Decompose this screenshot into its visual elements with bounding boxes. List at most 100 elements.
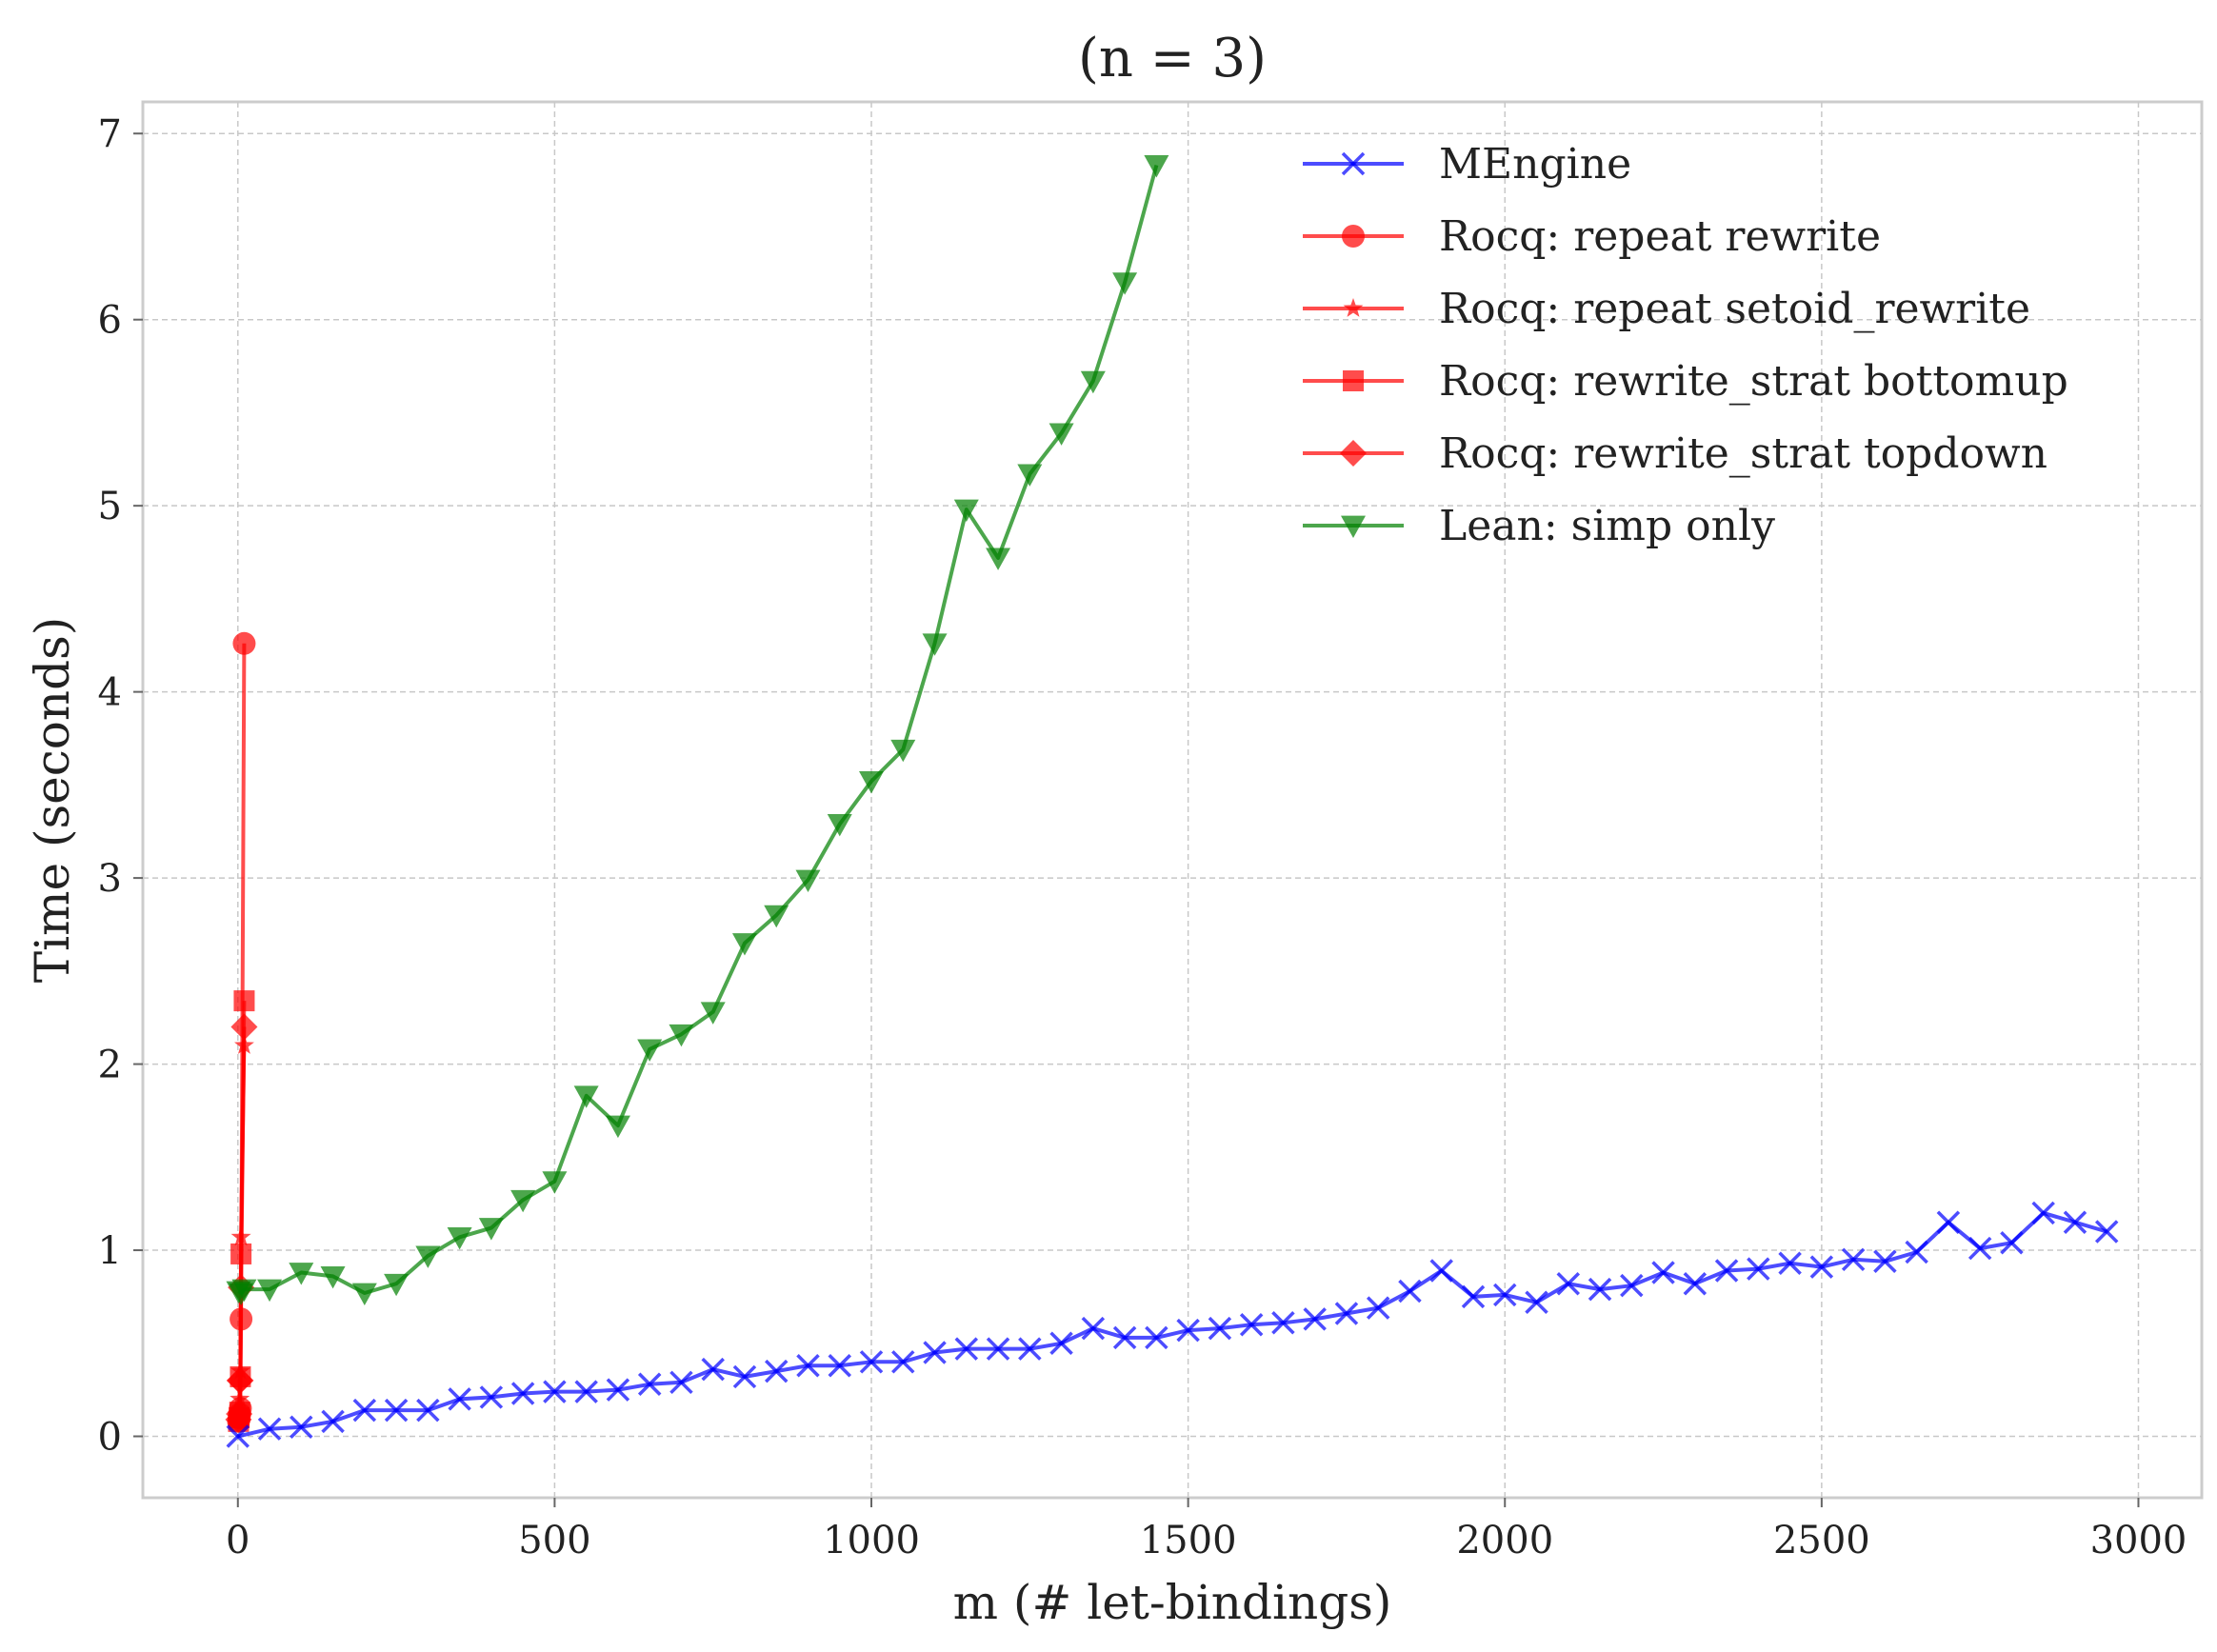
data-point [1208, 1316, 1232, 1341]
legend-marker [1343, 298, 1364, 317]
data-point [542, 1171, 568, 1194]
data-point [1747, 1257, 1770, 1281]
data-point [795, 869, 821, 893]
data-point-stroke [1683, 1271, 1708, 1296]
legend-label: Rocq: repeat rewrite [1439, 212, 1881, 261]
data-point-stroke [1936, 1210, 1961, 1234]
data-point [1049, 1331, 1073, 1356]
data-point [384, 1398, 409, 1423]
data-point-stroke [1556, 1271, 1581, 1296]
data-point [986, 1337, 1010, 1361]
data-point [923, 1341, 947, 1364]
chart-title: (n = 3) [1078, 28, 1267, 90]
legend-marker [1342, 225, 1365, 248]
data-point-stroke [479, 1385, 504, 1409]
legend-entry: Rocq: rewrite_strat bottomup [1303, 357, 2068, 406]
data-point [1905, 1240, 1928, 1264]
y-tick-label: 2 [98, 1044, 122, 1087]
data-point [796, 1353, 820, 1378]
data-point [731, 933, 757, 956]
data-point [637, 1372, 662, 1397]
data-point-stroke [226, 1424, 250, 1448]
x-tick-label: 0 [226, 1519, 250, 1562]
y-tick-label: 1 [98, 1229, 122, 1273]
data-point [1239, 1312, 1264, 1337]
data-point [2031, 1201, 2055, 1225]
data-point-stroke [1239, 1312, 1264, 1337]
data-point [1620, 1273, 1644, 1298]
data-point-stroke [1461, 1284, 1486, 1309]
data-point [1303, 1307, 1327, 1331]
data-point-stroke [1588, 1277, 1612, 1302]
data-point [1841, 1247, 1866, 1272]
data-point [637, 1039, 663, 1062]
data-point-stroke [701, 1357, 725, 1382]
data-point [1556, 1271, 1581, 1296]
data-point-stroke [1176, 1318, 1200, 1343]
data-point [1366, 1296, 1390, 1320]
data-point [1461, 1284, 1486, 1309]
data-point-stroke [1018, 1337, 1042, 1361]
x-tick-label: 3000 [2090, 1519, 2187, 1562]
data-point [1176, 1318, 1200, 1343]
data-point-stroke [1493, 1283, 1517, 1307]
data-point-stroke [1873, 1249, 1897, 1273]
data-point-stroke [1112, 1325, 1137, 1350]
data-point [227, 1366, 254, 1394]
data-point [543, 1380, 567, 1403]
legend-entry: MEngine [1303, 140, 1631, 189]
data-point-stroke [1620, 1273, 1644, 1298]
data-point [1398, 1279, 1422, 1304]
data-point-stroke [543, 1380, 567, 1403]
data-point [1334, 1302, 1359, 1325]
legend-marker [1340, 440, 1367, 467]
data-point [827, 814, 852, 837]
legend-marker [1341, 515, 1366, 538]
data-point [226, 1401, 253, 1428]
data-point [605, 1115, 630, 1139]
y-tick-label: 4 [98, 671, 122, 715]
data-point-stroke [1303, 1307, 1327, 1331]
data-point [1683, 1271, 1708, 1296]
data-point-stroke [448, 1387, 471, 1411]
data-point [447, 1226, 472, 1250]
legend-marker-stroke [1341, 151, 1366, 176]
data-point [1778, 1251, 1802, 1275]
series-4 [225, 1013, 258, 1433]
data-point-stroke [2031, 1201, 2055, 1225]
data-point [257, 1417, 282, 1441]
data-point [1714, 1259, 1739, 1283]
x-tick-label: 2000 [1456, 1519, 1553, 1562]
y-tick-label: 0 [98, 1415, 122, 1459]
data-point [828, 1353, 851, 1378]
data-point [289, 1263, 314, 1285]
data-point [1651, 1261, 1675, 1284]
data-point [1112, 272, 1138, 295]
data-point [1967, 1236, 1992, 1261]
data-point [416, 1398, 440, 1423]
data-point [233, 990, 255, 1012]
data-point [478, 1218, 504, 1241]
data-point-stroke [1208, 1316, 1232, 1341]
data-point [1271, 1311, 1295, 1335]
legend-entry: Rocq: repeat rewrite [1303, 212, 1881, 261]
data-point [859, 1350, 884, 1374]
data-point [232, 631, 256, 655]
data-point [1080, 370, 1106, 394]
y-tick-label: 5 [98, 485, 122, 528]
data-point [764, 905, 789, 928]
legend-entry: Lean: simp only [1303, 502, 1775, 550]
data-point [890, 739, 916, 763]
series-5 [226, 155, 1169, 1305]
data-point [669, 1370, 693, 1395]
data-point [606, 1378, 630, 1402]
data-point [986, 547, 1011, 570]
data-point [1588, 1277, 1612, 1302]
data-point-stroke [510, 1382, 535, 1405]
x-tick-label: 2500 [1773, 1519, 1870, 1562]
data-point-stroke [1429, 1259, 1453, 1283]
data-point [669, 1024, 694, 1047]
data-point-stroke [1334, 1302, 1359, 1325]
legend-label: Rocq: repeat setoid_rewrite [1439, 285, 2030, 333]
data-point [510, 1189, 536, 1213]
